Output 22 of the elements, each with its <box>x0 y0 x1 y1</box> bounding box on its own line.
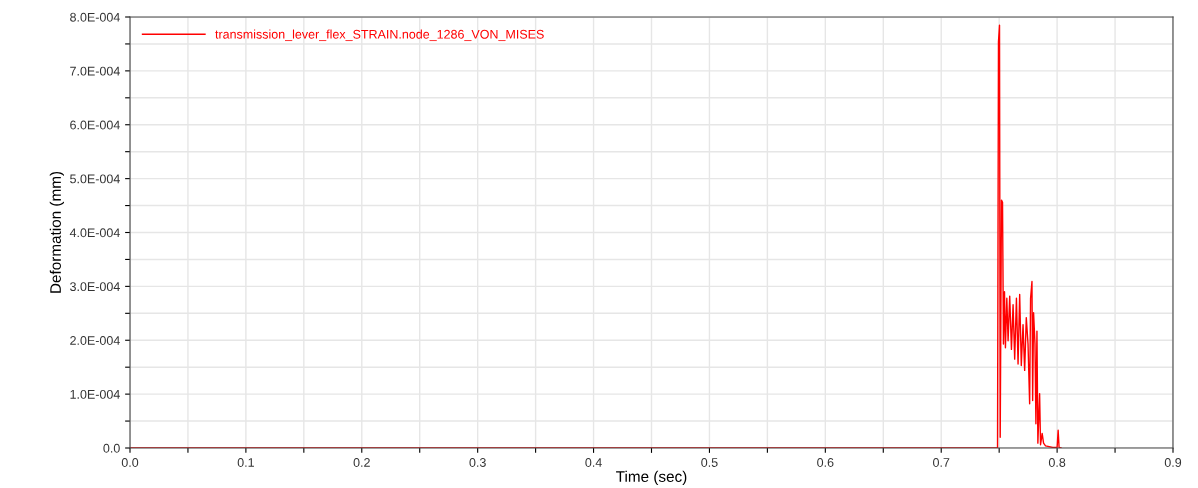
x-axis-title: Time (sec) <box>616 470 687 485</box>
x-tick-label: 0.9 <box>1164 458 1182 467</box>
y-tick-label: 6.0E-004 <box>70 120 120 130</box>
y-tick-label: 7.0E-004 <box>70 66 120 76</box>
x-tick-label: 0.4 <box>585 458 602 467</box>
y-tick-label: 4.0E-004 <box>69 228 120 238</box>
legend-label: transmission_lever_flex_STRAIN.node_1286_VON_MISES <box>215 29 544 42</box>
x-tick-label: 0.2 <box>353 458 370 467</box>
x-tick-label: 0.8 <box>1048 458 1066 467</box>
x-tick-label: 0.6 <box>817 458 834 467</box>
y-tick-label: 2.0E-004 <box>70 336 120 345</box>
x-tick-label: 0.7 <box>933 458 950 467</box>
y-tick-label: 8.0E-004 <box>70 12 120 22</box>
x-tick-label: 0.3 <box>469 458 486 467</box>
y-tick-label: 1.0E-004 <box>70 389 120 399</box>
y-axis-title: Deformation (mm) <box>49 171 64 293</box>
y-tick-label: 0.0 <box>103 443 120 453</box>
y-tick-label: 3.0E-004 <box>70 282 120 292</box>
y-tick-label: 5.0E-004 <box>70 174 120 184</box>
x-tick-label: 0.5 <box>701 458 718 467</box>
x-tick-label: 0.1 <box>237 458 254 467</box>
x-tick-label: 0.0 <box>121 458 139 467</box>
